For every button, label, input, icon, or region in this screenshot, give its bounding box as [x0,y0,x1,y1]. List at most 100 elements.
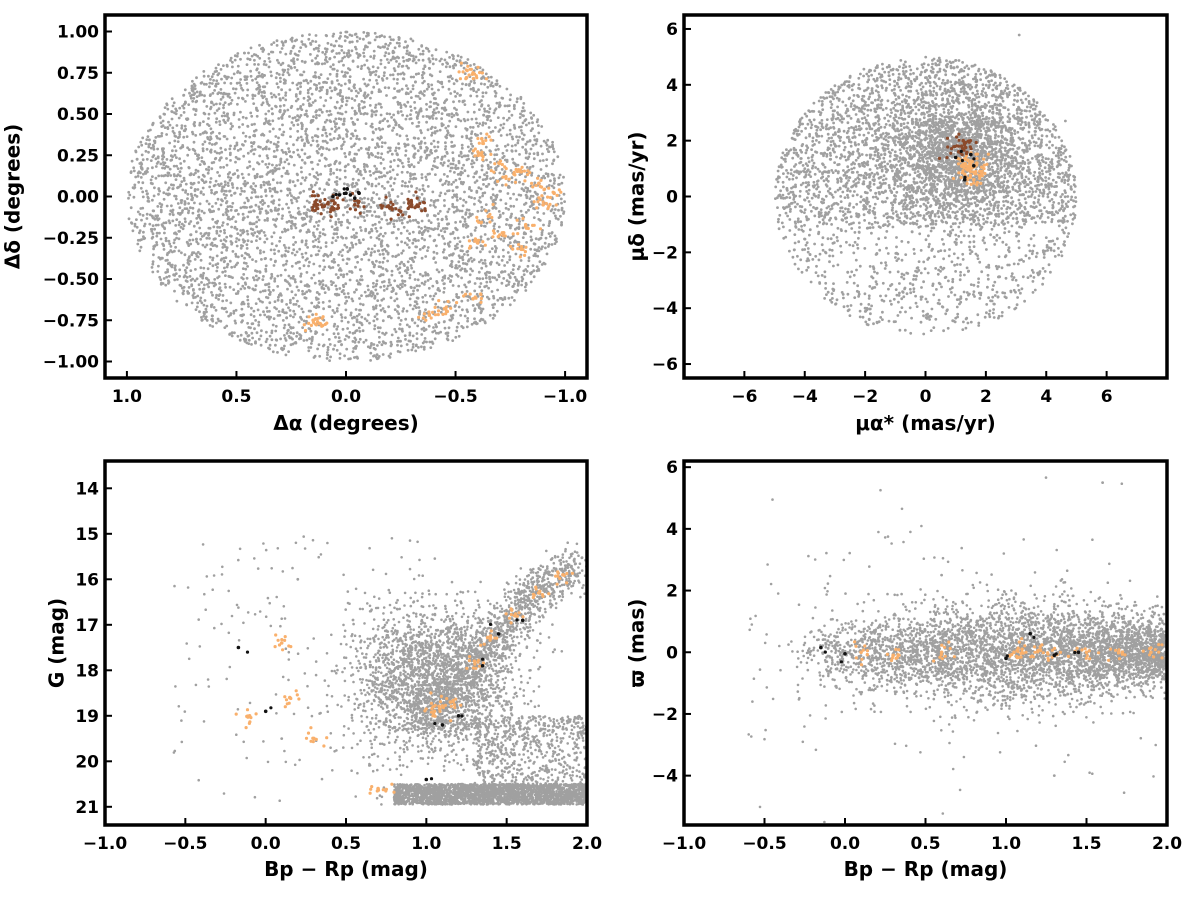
field-point [526,140,529,144]
field-point [344,282,348,286]
field-point [473,181,477,184]
field-point [260,133,263,137]
field-point [515,100,519,104]
field-point [529,235,533,239]
field-point [192,181,196,185]
field-point [313,244,317,248]
field-point [316,54,319,58]
field-point [431,330,435,334]
field-point [275,82,279,86]
field-point [369,344,373,347]
field-point [318,108,321,112]
field-point [427,286,431,290]
field-point [270,74,273,78]
field-point [180,126,184,130]
field-point [351,159,355,163]
field-point [466,118,470,122]
field-point [406,185,410,188]
field-point [373,210,377,214]
field-point [451,202,455,206]
field-point [457,321,460,325]
field-point [337,268,341,272]
field-point [258,237,262,241]
field-point [332,347,335,351]
field-point [479,282,483,285]
field-point [372,285,375,289]
field-point [261,96,265,100]
field-point [376,156,380,159]
field-point [400,221,404,225]
field-point [364,338,368,342]
field-point [437,270,441,274]
field-point [433,91,436,95]
field-point [405,49,409,53]
field-point [336,69,339,73]
field-point [243,201,247,205]
field-point [215,135,219,138]
field-point [170,183,173,187]
field-point [272,288,275,292]
field-point [409,90,413,94]
field-point [529,147,533,151]
field-point [274,329,278,333]
field-point [169,174,173,177]
field-point [370,114,374,118]
field-point [263,257,267,261]
field-point [507,110,511,113]
field-point [156,205,160,208]
field-point [377,170,381,174]
field-point [146,135,150,139]
field-point [321,217,325,221]
field-point [328,72,332,76]
field-point [373,250,376,254]
field-point [445,217,449,221]
field-point [362,238,365,242]
field-point [174,197,178,201]
field-point [244,100,247,103]
field-point [240,254,244,258]
field-point [409,219,412,223]
field-point [279,98,282,102]
field-point [367,155,371,159]
field-point [383,54,387,58]
field-point [335,348,339,352]
field-point [485,110,489,113]
field-point [141,195,145,199]
field-point [255,172,259,176]
field-point [166,171,170,175]
field-point [348,152,351,156]
field-point [195,195,199,198]
field-point [385,58,389,61]
field-point [440,122,444,126]
field-point [505,223,508,226]
field-point [282,263,285,267]
field-point [465,262,469,266]
field-point [196,169,200,173]
field-point [298,247,302,251]
field-point [225,63,229,67]
field-point [531,121,534,125]
field-point [238,71,242,75]
field-point [334,117,338,121]
field-point [476,133,479,137]
field-point [535,120,539,124]
field-point [435,117,438,120]
field-point [370,229,374,233]
field-point [394,292,398,296]
field-point [411,59,415,63]
field-point [520,283,523,287]
field-point [372,271,375,275]
field-point [389,73,392,77]
field-point [427,57,431,61]
field-point [471,165,474,169]
field-point [253,174,257,178]
field-point [337,126,341,130]
field-point [218,282,222,285]
field-point [479,311,483,315]
field-point [293,312,297,316]
field-point [367,247,370,251]
field-point [249,74,253,78]
field-point [255,235,259,238]
field-point [473,81,476,85]
field-point [334,87,338,91]
